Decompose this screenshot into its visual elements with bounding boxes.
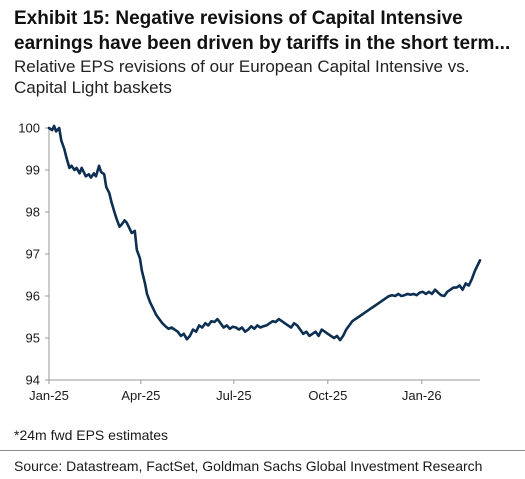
source-note: Source: Datastream, FactSet, Goldman Sac… [14, 458, 483, 474]
footnote: *24m fwd EPS estimates [14, 427, 169, 443]
y-tick-label: 99 [26, 163, 40, 178]
exhibit-subtitle: Relative EPS revisions of our European C… [14, 57, 470, 97]
divider [0, 450, 525, 451]
x-tick-label: Apr-25 [121, 388, 160, 403]
y-tick-label: 94 [26, 373, 40, 388]
y-tick-label: 98 [26, 205, 40, 220]
y-tick-label: 97 [26, 247, 40, 262]
y-tick-label: 100 [18, 121, 40, 136]
y-tick-label: 95 [26, 331, 40, 346]
exhibit-title: Exhibit 15: Negative revisions of Capita… [14, 8, 511, 54]
x-tick-label: Jan-26 [402, 388, 442, 403]
line-chart: 94 95 96 97 98 99 100 Jan-25 Apr-25 Jul-25 Oct-25 J… [18, 121, 482, 403]
x-tick-label: Jan-25 [29, 388, 69, 403]
x-tick-label: Jul-25 [216, 388, 251, 403]
series-line-0 [47, 124, 482, 342]
y-tick-label: 96 [26, 289, 40, 304]
x-tick-label: Oct-25 [308, 388, 347, 403]
